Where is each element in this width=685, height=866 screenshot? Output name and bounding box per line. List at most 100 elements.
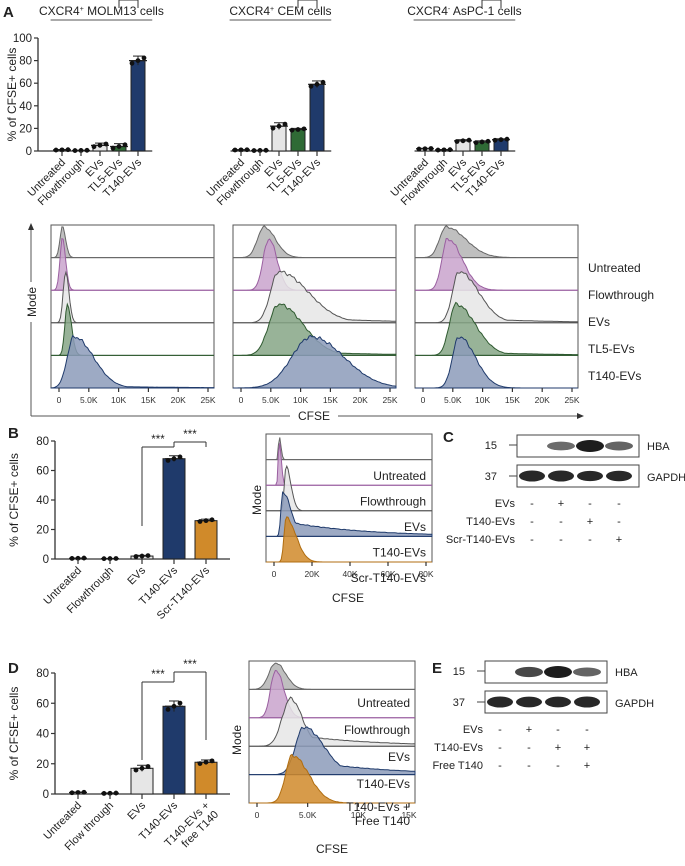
panel-letter-c: C [443, 429, 454, 446]
panel-letter-a: A [3, 4, 14, 21]
cfse-axis-label: CFSE [316, 842, 348, 856]
y-tick-label: 40 [36, 495, 49, 507]
data-point [289, 127, 295, 133]
histogram-trace [249, 753, 415, 804]
data-point [75, 790, 81, 795]
x-tick-label: 20K [353, 395, 368, 405]
x-tick-label: 25K [564, 395, 579, 405]
bar [290, 129, 306, 152]
y-axis-label: % of CFSE+ cells [7, 687, 21, 781]
x-tick-label: 0 [272, 569, 277, 579]
data-point [122, 142, 128, 148]
condition-label: EVs [495, 498, 516, 510]
gapdh-band [516, 696, 542, 708]
data-point [251, 148, 257, 153]
y-tick-label: 100 [13, 33, 32, 45]
legend-label: T140-EVs [357, 777, 410, 791]
gapdh-band [574, 696, 600, 708]
y-tick-label: 80 [36, 436, 49, 448]
data-point [308, 83, 314, 89]
data-point [171, 703, 177, 709]
hba-band [573, 667, 601, 677]
histogram-trace [51, 270, 214, 324]
mode-label-bg [22, 282, 40, 322]
histogram-trace [415, 336, 578, 389]
condition-value: - [498, 760, 502, 772]
data-point [110, 145, 116, 151]
y-axis-label: % of CFSE+ cells [7, 453, 21, 547]
data-point [485, 138, 491, 144]
data-point [139, 765, 145, 771]
condition-value: + [584, 742, 590, 754]
data-point [232, 147, 238, 153]
x-tick-label: 10K [111, 395, 126, 405]
x-tick-label: 15K [141, 395, 156, 405]
hba-band [576, 440, 604, 452]
cfse-axis-arrow-icon [577, 413, 584, 419]
x-tick-label: 25K [382, 395, 397, 405]
data-point [466, 137, 472, 143]
marker-label: 37 [453, 697, 465, 709]
histogram-trace [249, 696, 416, 747]
legend-label: Scr-T140-EVs [351, 571, 426, 585]
panel-letter-b: B [8, 425, 19, 442]
data-point [203, 759, 209, 765]
x-tick-label: 60K [380, 569, 395, 579]
histogram-trace [266, 437, 432, 461]
data-point [428, 146, 434, 151]
histogram-trace [51, 226, 214, 259]
condition-value: - [617, 498, 621, 510]
data-point [78, 148, 84, 153]
x-tick-label: 20K [535, 395, 550, 405]
data-point [91, 144, 97, 150]
data-point [165, 707, 171, 712]
y-tick-label: 60 [19, 78, 32, 90]
y-tick-label: 60 [36, 466, 49, 478]
histogram-panel-aspc-1: 0 5.0K 10K 15K 20K 25K [414, 224, 580, 405]
data-point [113, 556, 119, 561]
x-tick-label: 0 [255, 810, 260, 820]
data-point [209, 758, 215, 764]
data-point [101, 791, 107, 796]
data-point [416, 146, 422, 152]
data-point [473, 140, 479, 146]
legend-label: Flowthrough [588, 288, 654, 302]
condition-value: - [617, 516, 621, 528]
legend-label: Untreated [357, 696, 410, 710]
gapdh-band [487, 696, 513, 708]
data-point [460, 138, 466, 144]
data-point [69, 556, 75, 561]
data-point [282, 121, 288, 127]
mode-axis-label: Mode [230, 725, 244, 755]
data-point [107, 790, 113, 796]
x-tick-label: 0 [57, 395, 62, 405]
cfse-axis-label: CFSE [298, 409, 330, 423]
legend-label: TL5-EVs [588, 342, 635, 356]
data-point [263, 147, 269, 153]
condition-value: - [530, 498, 534, 510]
x-tick-label: 25K [200, 395, 215, 405]
x-tick-label: 10K [475, 395, 490, 405]
mode-axis-arrow-icon [28, 223, 34, 230]
x-tick-label: EVs [125, 564, 148, 587]
condition-value: - [530, 516, 534, 528]
x-tick-label: 10K [351, 810, 366, 820]
marker-label: 37 [485, 471, 497, 483]
data-point [101, 556, 107, 562]
histogram-trace [415, 301, 579, 356]
condition-value: - [588, 498, 592, 510]
histogram-trace [266, 491, 433, 537]
x-tick-label: 15K [401, 810, 416, 820]
x-tick-label: 0 [421, 395, 426, 405]
gapdh-band [548, 470, 574, 482]
legend-label: Untreated [588, 261, 641, 275]
data-point [103, 141, 109, 147]
cfse-axis-label: CFSE [332, 591, 364, 605]
data-point [75, 555, 81, 561]
data-point [69, 790, 75, 796]
data-point [435, 147, 441, 153]
histogram-trace [233, 334, 397, 389]
y-axis-label: % of CFSE+ cells [5, 48, 19, 142]
condition-value: - [530, 534, 534, 546]
data-point [504, 136, 510, 142]
